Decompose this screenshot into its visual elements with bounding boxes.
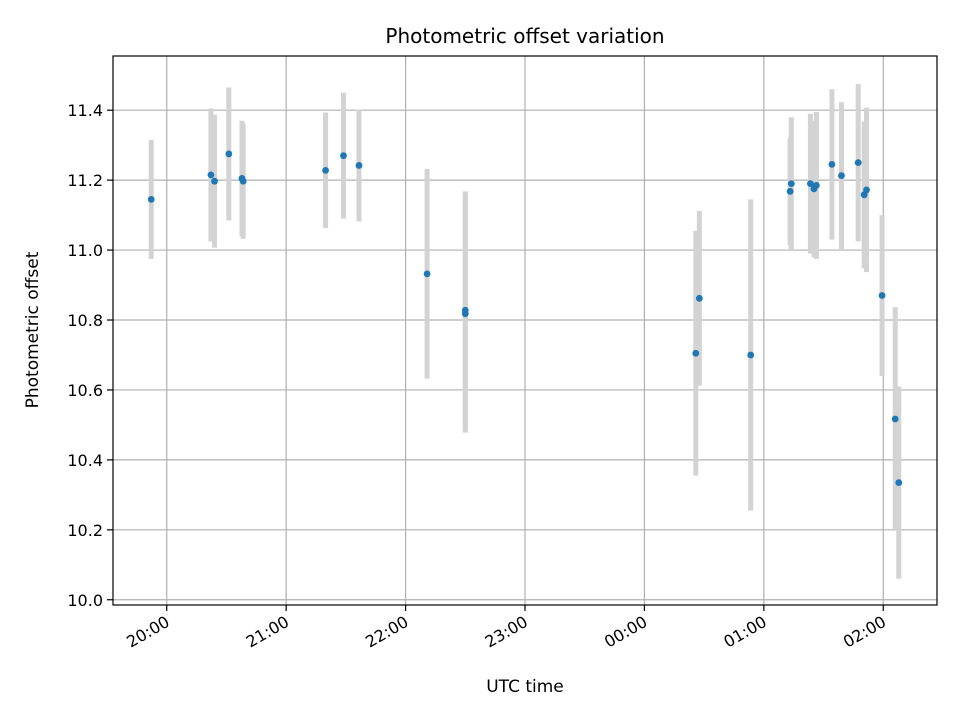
- data-point: [211, 177, 218, 185]
- y-axis-label: Photometric offset: [23, 251, 43, 408]
- data-point: [692, 349, 700, 357]
- x-tick-label: 20:00: [123, 612, 172, 652]
- data-point: [695, 294, 703, 302]
- data-point: [355, 162, 363, 169]
- x-tick-label: 01:00: [720, 612, 769, 652]
- data-point: [322, 166, 329, 174]
- x-tick-label: 23:00: [482, 612, 531, 652]
- data-point: [786, 187, 794, 195]
- x-tick-label: 22:00: [362, 612, 411, 652]
- data-point: [828, 161, 836, 168]
- grid: [113, 56, 937, 605]
- y-axis-ticks: 10.0 10.2 10.4 10.6 10.8 11.0 11.2 11.4: [67, 101, 113, 610]
- x-axis-label: UTC time: [486, 677, 564, 697]
- data-point: [878, 292, 886, 299]
- x-axis-ticks: 20:00 21:00 22:00 23:00 00:00 01:00 02:00: [123, 605, 889, 652]
- x-tick-label: 02:00: [840, 612, 889, 652]
- data-point: [895, 479, 903, 487]
- y-tick-label: 11.2: [67, 171, 103, 190]
- y-tick-label: 10.4: [67, 451, 103, 470]
- y-tick-label: 10.0: [67, 591, 103, 610]
- y-tick-label: 10.8: [67, 311, 103, 330]
- data-point: [225, 150, 233, 158]
- y-tick-label: 11.4: [67, 101, 103, 120]
- data-point: [461, 310, 469, 318]
- y-tick-label: 10.2: [67, 521, 103, 540]
- data-point: [747, 351, 755, 359]
- x-tick-label: 00:00: [601, 612, 650, 652]
- data-point: [838, 172, 845, 179]
- data-point: [207, 171, 215, 179]
- data-points: [147, 150, 903, 487]
- data-point: [787, 180, 795, 188]
- chart-title: Photometric offset variation: [385, 24, 664, 48]
- data-point: [807, 180, 814, 188]
- data-point: [812, 181, 820, 189]
- y-tick-label: 11.0: [67, 241, 103, 260]
- x-tick-label: 21:00: [243, 612, 292, 652]
- y-tick-label: 10.6: [67, 381, 103, 400]
- data-point: [891, 415, 899, 423]
- data-point: [147, 195, 155, 203]
- data-point: [854, 159, 862, 167]
- data-point: [863, 186, 870, 194]
- data-point: [340, 152, 347, 160]
- data-point: [423, 270, 431, 278]
- data-point: [239, 177, 247, 185]
